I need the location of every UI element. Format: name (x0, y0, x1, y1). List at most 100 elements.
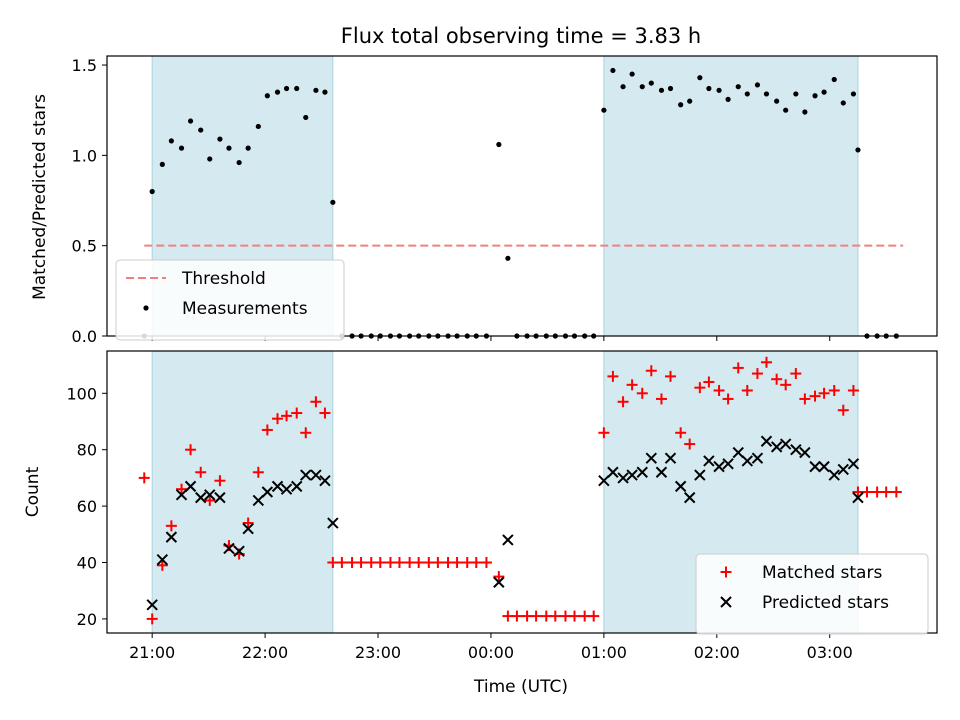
matched-star-point (771, 373, 783, 385)
matched-star-point (374, 557, 386, 568)
predicted-star-point (156, 553, 169, 566)
measurement-point (255, 123, 261, 130)
matched-star-point (675, 427, 687, 439)
matched-star-point (165, 520, 177, 532)
predicted-star-point (493, 576, 505, 588)
matched-star-point (480, 557, 492, 568)
predicted-star-point (184, 480, 197, 493)
predicted-marker-b (493, 576, 505, 588)
x-tick-label: 02:00 (694, 643, 740, 662)
predicted-marker-b (694, 469, 706, 481)
x-tick-label: 00:00 (468, 643, 514, 662)
predicted-marker-b (617, 472, 629, 484)
predicted-star-point (779, 438, 792, 450)
predicted-marker-b (300, 469, 312, 481)
predicted-star-point (636, 466, 648, 478)
matched-star-point (790, 368, 802, 380)
predicted-marker-b (636, 466, 648, 478)
matched-star-point (588, 610, 600, 622)
legend-box (695, 553, 929, 635)
predicted-star-point (598, 475, 610, 487)
measurement-point (840, 100, 846, 106)
predicted-star-point (770, 441, 783, 453)
predicted-marker-b (319, 475, 331, 487)
measurement-point (648, 80, 654, 86)
predicted-marker-b (741, 455, 753, 467)
predicted-star-point (655, 466, 668, 478)
matched-star-point (252, 466, 264, 478)
predicted-marker-b (146, 599, 158, 611)
predicted-marker-b (664, 452, 677, 464)
y-tick-label: 100 (66, 384, 97, 403)
measurement-point (802, 109, 808, 115)
x-tick-label: 23:00 (355, 643, 401, 662)
matched-star-point (300, 427, 312, 439)
measurement-point (754, 82, 761, 88)
measurement-point (687, 98, 693, 104)
x-tick-label: 21:00 (129, 643, 175, 662)
predicted-star-point (683, 491, 696, 504)
measurement-point (505, 255, 511, 261)
measurement-point (283, 85, 290, 92)
matched-star-point (204, 494, 216, 506)
measurement-point (178, 145, 185, 151)
predicted-marker-b (655, 466, 668, 478)
matched-star-point (493, 571, 505, 583)
matched-star-point (261, 424, 273, 436)
matched-star-point (214, 475, 226, 487)
matched-star-point (861, 486, 873, 498)
measurement-point (159, 161, 165, 167)
measurement-point (274, 89, 281, 95)
x-axis-label: Time (UTC) (473, 677, 568, 697)
predicted-marker-b (626, 469, 638, 481)
matched-star-point (176, 483, 188, 495)
measurement-point (821, 89, 827, 95)
measurement-point (245, 145, 251, 151)
predicted-marker-b (195, 491, 207, 504)
matched-star-point (598, 427, 610, 439)
measurement-point (294, 85, 300, 92)
top-panel: 0.0 0.5 1.0 1.5 Threshold Measurements (72, 55, 938, 346)
measurement-point (725, 96, 731, 102)
matched-star-point (799, 393, 811, 405)
y-tick-label: 1.5 (72, 56, 97, 75)
matched-star-point (242, 517, 254, 529)
matched-star-point (722, 393, 734, 405)
predicted-marker-b (722, 458, 734, 470)
predicted-marker-b (327, 517, 339, 529)
predicted-star-point (607, 466, 619, 478)
predicted-marker-b (165, 531, 178, 543)
measurement-point (639, 84, 645, 90)
measurement-point (735, 84, 741, 90)
y-tick-label: 20 (77, 610, 97, 629)
measurement-point (313, 87, 319, 93)
predicted-marker-b (252, 494, 265, 507)
predicted-star-point (195, 491, 207, 504)
legend-predicted-swatch-b (720, 596, 732, 608)
measurement-point (187, 118, 194, 124)
predicted-star-point (626, 469, 638, 481)
y-tick-label: 0.5 (72, 237, 97, 256)
predicted-star-point (261, 486, 274, 498)
predicted-star-point (790, 443, 802, 456)
measurement-point (774, 98, 780, 104)
measurement-point (149, 188, 155, 195)
matched-star-point (703, 376, 715, 388)
predicted-star-point (703, 455, 715, 467)
measurement-point (855, 147, 861, 153)
measurement-point (226, 145, 232, 151)
matched-star-point (645, 365, 657, 377)
matched-star-point (336, 557, 348, 568)
predicted-star-point (713, 460, 725, 473)
plot-frame (106, 55, 938, 337)
predicted-star-point (809, 460, 821, 473)
predicted-star-point (319, 475, 331, 487)
predicted-star-point (165, 531, 178, 543)
predicted-star-point (722, 458, 734, 470)
measurement-point (697, 75, 703, 81)
predicted-star-point (300, 469, 312, 481)
predicted-marker-b (204, 489, 216, 501)
measurement-point (264, 93, 270, 99)
predicted-star-point (799, 446, 811, 459)
y-tick-label: 0.0 (72, 327, 97, 346)
